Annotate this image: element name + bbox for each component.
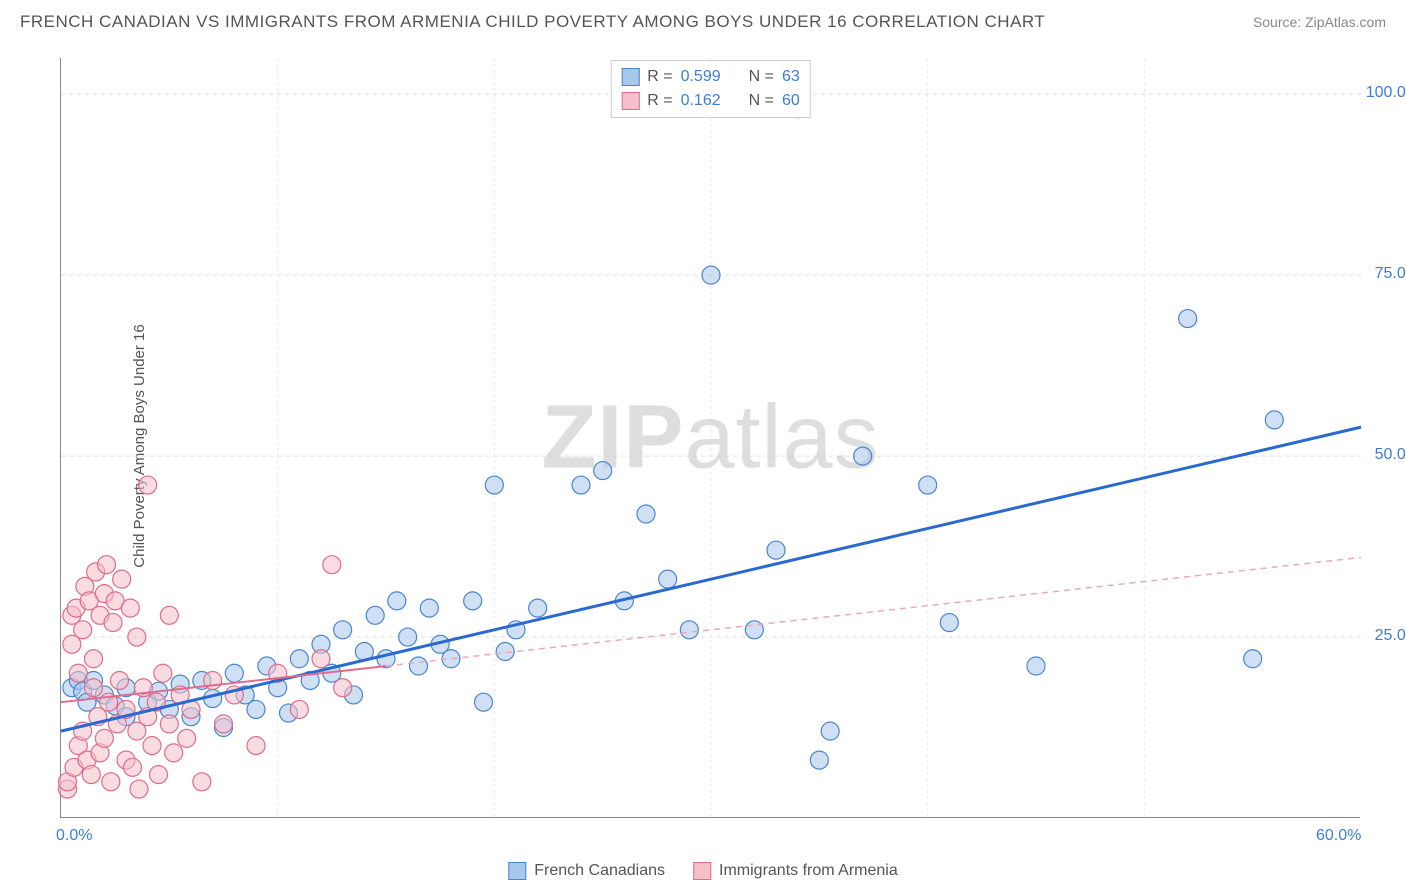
swatch-series-2 — [621, 92, 639, 110]
r-label-1: R = — [647, 65, 672, 89]
legend-correlation: R = 0.599 N = 63 R = 0.162 N = 60 — [610, 60, 811, 118]
n-label-2: N = — [749, 89, 774, 113]
trend-layer — [61, 58, 1360, 817]
x-tick-label: 0.0% — [56, 827, 92, 845]
legend-item-1: French Canadians — [508, 862, 665, 880]
n-value-2: 60 — [782, 89, 800, 113]
r-value-1: 0.599 — [681, 65, 721, 89]
x-tick-label: 60.0% — [1316, 827, 1361, 845]
legend-item-2: Immigrants from Armenia — [693, 862, 898, 880]
legend-rn-row-2: R = 0.162 N = 60 — [621, 89, 800, 113]
y-tick-label: 75.0% — [1365, 265, 1406, 283]
r-value-2: 0.162 — [681, 89, 721, 113]
source-label: Source: ZipAtlas.com — [1253, 14, 1386, 30]
chart-title: FRENCH CANADIAN VS IMMIGRANTS FROM ARMEN… — [20, 12, 1045, 32]
y-tick-label: 50.0% — [1365, 446, 1406, 464]
title-bar: FRENCH CANADIAN VS IMMIGRANTS FROM ARMEN… — [20, 12, 1386, 32]
r-label-2: R = — [647, 89, 672, 113]
n-value-1: 63 — [782, 65, 800, 89]
legend-series: French Canadians Immigrants from Armenia — [508, 862, 897, 880]
plot-area: ZIPatlas R = 0.599 N = 63 R = 0.162 N = … — [60, 58, 1360, 818]
legend-swatch-2 — [693, 862, 711, 880]
legend-rn-row-1: R = 0.599 N = 63 — [621, 65, 800, 89]
legend-label-2: Immigrants from Armenia — [719, 862, 898, 880]
y-tick-label: 25.0% — [1365, 627, 1406, 645]
legend-label-1: French Canadians — [534, 862, 665, 880]
y-tick-label: 100.0% — [1365, 84, 1406, 102]
swatch-series-1 — [621, 68, 639, 86]
legend-swatch-1 — [508, 862, 526, 880]
n-label-1: N = — [749, 65, 774, 89]
